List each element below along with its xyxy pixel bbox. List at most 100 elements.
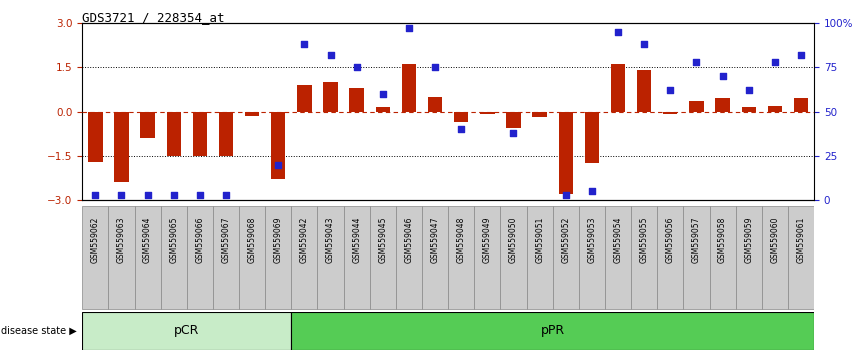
Bar	[219, 112, 233, 156]
Bar	[291, 312, 814, 350]
Bar	[161, 206, 187, 309]
Text: GSM559069: GSM559069	[274, 216, 283, 263]
Text: GSM559064: GSM559064	[143, 216, 152, 263]
Text: GSM559056: GSM559056	[666, 216, 675, 263]
Bar	[762, 206, 788, 309]
Point	[271, 162, 285, 167]
Text: GSM559054: GSM559054	[613, 216, 623, 263]
Point	[350, 64, 364, 70]
Bar	[788, 206, 814, 309]
Bar	[735, 206, 762, 309]
Text: GSM559046: GSM559046	[404, 216, 413, 263]
Bar	[271, 112, 286, 179]
Bar	[480, 112, 494, 114]
Text: GSM559063: GSM559063	[117, 216, 126, 263]
Bar	[683, 206, 709, 309]
Text: GSM559058: GSM559058	[718, 216, 727, 263]
Text: GSM559042: GSM559042	[300, 216, 309, 263]
Text: GSM559067: GSM559067	[222, 216, 230, 263]
Text: GSM559057: GSM559057	[692, 216, 701, 263]
Point	[428, 64, 442, 70]
Point	[611, 29, 625, 35]
Point	[219, 192, 233, 198]
Text: GSM559049: GSM559049	[483, 216, 492, 263]
Bar	[193, 112, 207, 156]
Bar	[88, 112, 102, 162]
Bar	[291, 206, 318, 309]
Bar	[533, 112, 546, 118]
Point	[689, 59, 703, 65]
Bar	[663, 112, 677, 114]
Bar	[454, 112, 469, 122]
Text: GSM559061: GSM559061	[797, 216, 805, 263]
Bar	[370, 206, 396, 309]
Point	[559, 192, 572, 198]
Text: GSM559053: GSM559053	[587, 216, 597, 263]
Text: GSM559051: GSM559051	[535, 216, 544, 263]
Bar	[82, 206, 108, 309]
Bar	[213, 206, 239, 309]
Text: GSM559055: GSM559055	[640, 216, 649, 263]
Text: GDS3721 / 228354_at: GDS3721 / 228354_at	[82, 11, 225, 24]
Point	[193, 192, 207, 198]
Bar	[611, 64, 625, 112]
Bar	[507, 112, 520, 128]
Bar	[265, 206, 291, 309]
Point	[376, 91, 390, 97]
Point	[742, 87, 756, 93]
Point	[663, 87, 677, 93]
Bar	[449, 206, 475, 309]
Bar	[245, 112, 259, 116]
Bar	[166, 112, 181, 156]
Bar	[82, 312, 291, 350]
Text: GSM559048: GSM559048	[456, 216, 466, 263]
Text: GSM559068: GSM559068	[248, 216, 256, 263]
Bar	[475, 206, 501, 309]
Bar	[323, 82, 338, 112]
Bar	[376, 107, 390, 112]
Text: pPR: pPR	[540, 325, 565, 337]
Bar	[637, 70, 651, 112]
Point	[114, 192, 128, 198]
Text: GSM559045: GSM559045	[378, 216, 387, 263]
Text: GSM559044: GSM559044	[352, 216, 361, 263]
Point	[455, 126, 469, 132]
Bar	[318, 206, 344, 309]
Text: GSM559050: GSM559050	[509, 216, 518, 263]
Point	[167, 192, 181, 198]
Point	[88, 192, 102, 198]
Point	[768, 59, 782, 65]
Point	[324, 52, 338, 58]
Bar	[501, 206, 527, 309]
Bar	[709, 206, 735, 309]
Bar	[350, 88, 364, 112]
Text: GSM559047: GSM559047	[430, 216, 440, 263]
Point	[637, 41, 651, 47]
Text: GSM559066: GSM559066	[196, 216, 204, 263]
Bar	[396, 206, 422, 309]
Text: GSM559043: GSM559043	[326, 216, 335, 263]
Text: GSM559060: GSM559060	[771, 216, 779, 263]
Point	[402, 25, 416, 31]
Text: pCR: pCR	[174, 325, 199, 337]
Bar	[140, 112, 155, 138]
Text: GSM559062: GSM559062	[91, 216, 100, 263]
Bar	[344, 206, 370, 309]
Point	[715, 73, 729, 79]
Bar	[553, 206, 578, 309]
Bar	[422, 206, 449, 309]
Point	[140, 192, 154, 198]
Bar	[428, 97, 443, 112]
Point	[794, 52, 808, 58]
Bar	[741, 107, 756, 112]
Bar	[297, 85, 312, 112]
Bar	[767, 105, 782, 112]
Point	[298, 41, 312, 47]
Text: GSM559065: GSM559065	[169, 216, 178, 263]
Bar	[794, 98, 808, 112]
Bar	[715, 98, 730, 112]
Text: GSM559059: GSM559059	[744, 216, 753, 263]
Bar	[559, 112, 573, 194]
Point	[507, 130, 520, 136]
Bar	[605, 206, 631, 309]
